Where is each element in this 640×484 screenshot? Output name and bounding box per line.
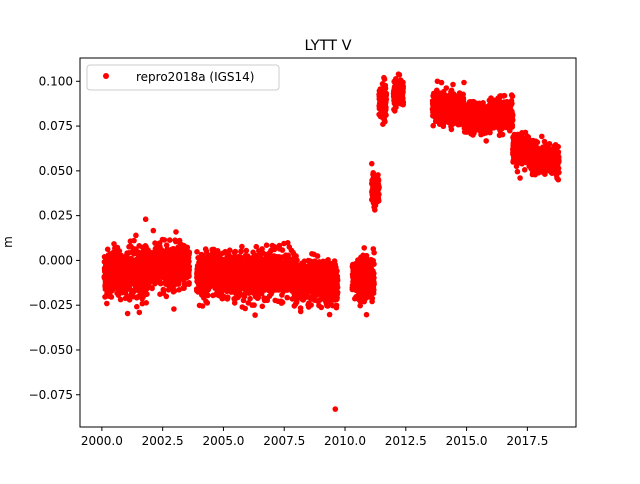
data-point xyxy=(294,257,300,264)
data-point xyxy=(252,312,258,318)
data-point xyxy=(376,184,382,190)
data-point xyxy=(263,242,270,248)
data-point xyxy=(186,280,192,286)
data-point xyxy=(369,295,376,302)
data-point xyxy=(370,170,377,176)
data-point xyxy=(225,294,231,301)
data-point xyxy=(363,311,370,318)
data-point xyxy=(186,273,192,279)
data-point xyxy=(383,96,390,103)
data-point xyxy=(314,253,321,259)
chart-title: LYTT V xyxy=(305,38,352,54)
data-point xyxy=(400,99,407,106)
data-point xyxy=(375,177,382,184)
data-point xyxy=(334,284,341,291)
data-point xyxy=(450,81,456,88)
data-point xyxy=(186,258,192,265)
data-point xyxy=(116,248,123,254)
data-point xyxy=(117,296,124,303)
data-point xyxy=(279,247,286,253)
data-point xyxy=(483,138,490,144)
data-point xyxy=(308,302,314,308)
data-point xyxy=(144,291,150,297)
data-point xyxy=(382,85,389,92)
data-point xyxy=(382,118,388,125)
data-point xyxy=(239,243,245,250)
data-point xyxy=(251,302,257,308)
data-point xyxy=(461,79,467,86)
data-point xyxy=(104,300,110,307)
data-point xyxy=(361,245,368,251)
data-point xyxy=(247,295,253,302)
data-point xyxy=(161,237,168,243)
data-point xyxy=(173,229,179,235)
data-points xyxy=(101,71,562,412)
data-point xyxy=(150,227,157,234)
data-point xyxy=(334,268,340,274)
data-point xyxy=(149,285,155,292)
data-point xyxy=(131,237,137,244)
data-point xyxy=(104,246,111,253)
data-point xyxy=(176,280,182,286)
data-point xyxy=(297,308,304,315)
data-point xyxy=(157,280,164,287)
data-point xyxy=(370,287,377,294)
data-point xyxy=(333,302,340,309)
data-point xyxy=(108,294,115,300)
data-point xyxy=(326,311,333,318)
data-point xyxy=(134,303,140,310)
data-point xyxy=(259,303,266,310)
data-point xyxy=(163,293,170,300)
data-point xyxy=(334,277,341,284)
data-point xyxy=(448,126,455,133)
y-axis-label: m xyxy=(1,236,15,248)
data-point xyxy=(376,191,382,198)
data-point xyxy=(124,310,131,317)
data-point xyxy=(111,241,117,247)
data-point xyxy=(383,90,390,97)
data-point xyxy=(186,249,193,256)
data-point xyxy=(205,252,212,258)
data-point xyxy=(136,309,143,316)
data-point xyxy=(400,83,407,89)
data-point xyxy=(284,294,291,301)
data-point xyxy=(383,104,389,111)
data-point xyxy=(279,299,286,306)
data-point xyxy=(194,249,200,255)
data-point xyxy=(371,249,377,256)
data-point xyxy=(243,247,250,254)
data-point xyxy=(318,304,325,311)
data-point xyxy=(271,244,278,250)
data-point xyxy=(371,281,377,287)
data-point xyxy=(383,112,389,118)
data-point xyxy=(171,306,177,312)
data-point xyxy=(204,300,211,306)
data-point xyxy=(443,85,450,91)
data-point xyxy=(334,289,341,296)
data-point xyxy=(205,292,211,299)
data-point xyxy=(242,305,248,312)
data-point xyxy=(371,261,377,267)
data-point xyxy=(232,248,239,255)
data-point xyxy=(166,237,173,243)
data-point xyxy=(143,300,149,306)
data-point xyxy=(171,287,178,294)
data-point xyxy=(375,198,382,204)
data-point xyxy=(186,263,193,270)
data-point xyxy=(199,303,206,309)
